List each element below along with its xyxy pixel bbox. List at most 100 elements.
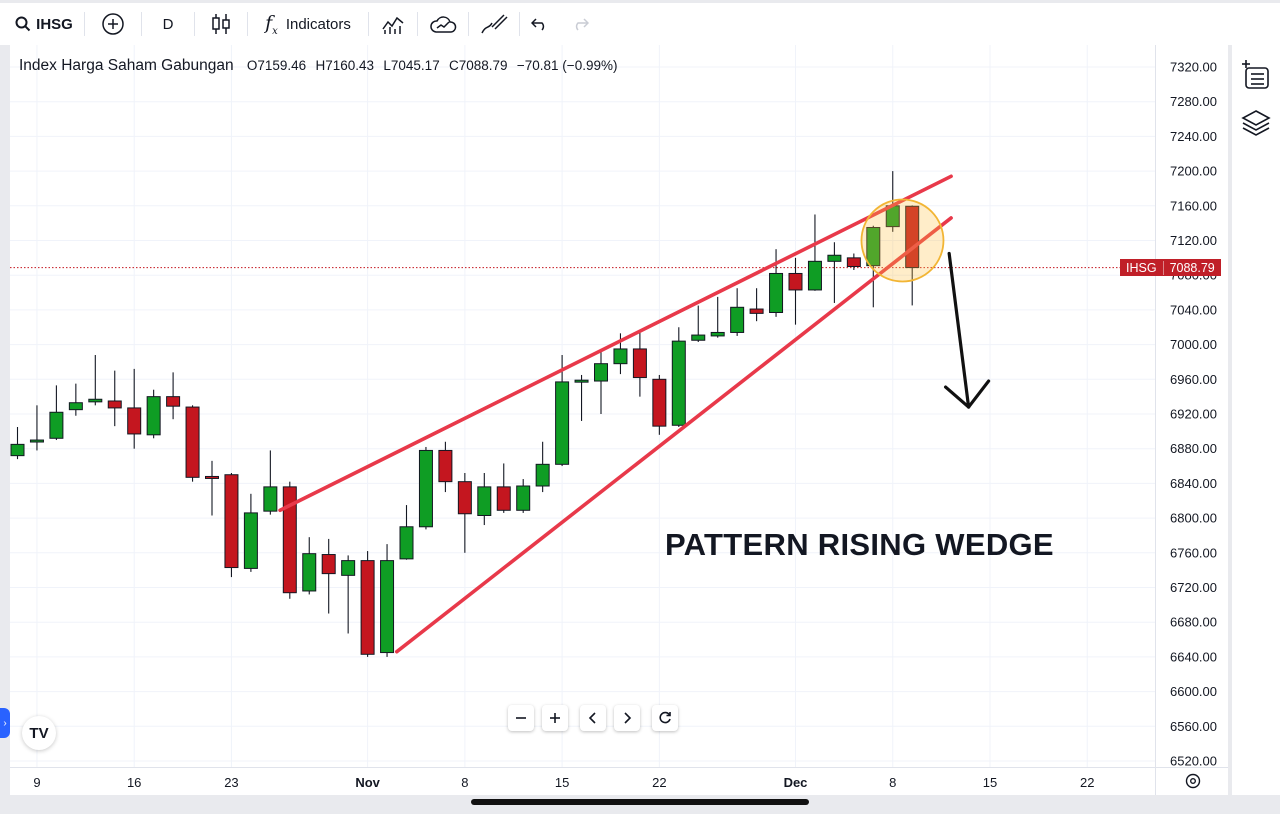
toolbar-divider [368,12,369,36]
settings-gear-hub [1189,778,1196,785]
candle-body [613,348,628,365]
compare-symbol-button[interactable] [85,3,141,45]
x-tick-label: 8 [461,775,468,790]
candle-body [827,254,842,262]
toolbar-divider [247,12,248,36]
zoom-in-button[interactable] [542,705,568,731]
templates-button[interactable] [369,3,417,45]
toolbar-divider [468,12,469,36]
indicators-button[interactable]: fx Indicators [248,3,368,45]
candle-body [302,553,317,592]
plus-circle-icon [102,13,124,35]
symbol-search-button[interactable]: IHSG [0,3,84,45]
highlight-circle [860,198,945,283]
arrow-head [944,379,991,409]
x-tick-label: 9 [33,775,40,790]
grid [10,45,1155,767]
y-tick-label: 7160.00 [1170,198,1217,213]
candle-body [185,406,200,478]
price-tag-value: 7088.79 [1169,260,1215,275]
candle-body [282,486,297,594]
undo-button[interactable] [520,3,560,45]
toolbar-divider [84,12,85,36]
candle-body [127,407,142,435]
close-value: C7088.79 [449,58,508,73]
settings-gear-icon [1185,773,1201,789]
y-tick-label: 7240.00 [1170,129,1217,144]
candle-body [321,554,336,575]
reset-icon [659,711,671,724]
interval-button[interactable]: D [162,15,174,33]
instrument-name: Index Harga Saham Gabungan [19,57,234,74]
cloud-alert-icon [430,16,457,33]
toolbar-divider [417,12,418,36]
wedge-trendline [394,216,953,654]
chart-panel[interactable]: 6520.00 6560.00 6600.00 6640.00 6680.00 6720.… [10,45,1228,795]
y-tick-label: 6880.00 [1170,441,1217,456]
candle-body [438,449,453,483]
y-tick-label: 7000.00 [1170,337,1217,352]
scroll-left-button[interactable] [580,705,606,731]
candle-body [380,560,395,654]
candle-body [418,449,433,528]
toolbar-divider [141,12,142,36]
candle-body [146,396,161,436]
brush-icon [481,14,508,34]
candle-body [555,381,570,465]
candle-body [496,486,511,511]
candle-body [866,226,881,267]
chevron-right-icon: › [3,717,7,729]
drawing-tools-button[interactable] [469,3,519,45]
minus-icon [516,717,526,719]
candle-body [360,560,375,655]
tradingview-logo[interactable]: TV [22,716,56,750]
toolbar-divider [194,12,195,36]
candle-body [671,340,686,426]
axes: 6520.00 6560.00 6600.00 6640.00 6680.00 6720.… [10,45,1228,795]
undo-icon [531,18,545,31]
watchlist-icon[interactable] [1240,59,1272,91]
chart-template-icon [382,16,404,34]
plus-icon [550,713,560,723]
arrow-shaft [947,251,971,409]
price-chart[interactable]: 6520.00 6560.00 6600.00 6640.00 6680.00 6720.… [10,45,1228,795]
chevron-right-icon [624,712,632,724]
y-tick-label: 6720.00 [1170,580,1217,595]
candle-body [457,481,472,515]
candlestick-icon [212,14,230,34]
y-tick-label: 6640.00 [1170,649,1217,664]
scroll-right-button[interactable] [614,705,640,731]
chevron-left-icon [588,712,596,724]
x-tick-label: 22 [1080,775,1094,790]
home-indicator [471,799,809,805]
candle-body [846,257,861,268]
price-tag-symbol: IHSG [1120,260,1164,275]
open-value: O7159.46 [246,58,307,73]
high-value: H7160.43 [315,58,375,73]
candle-body [535,463,550,487]
redo-button[interactable] [560,3,600,45]
reset-chart-button[interactable] [652,705,678,731]
y-tick-label: 6760.00 [1170,545,1217,560]
candle-body [29,439,44,443]
candle-body [88,398,103,403]
candle-body [807,260,822,291]
chart-type-button[interactable] [195,3,247,45]
alert-button[interactable] [418,3,468,45]
y-tick-label: 6920.00 [1170,407,1217,422]
zoom-out-button[interactable] [508,705,534,731]
drawings [278,174,991,654]
layers-icon[interactable] [1240,107,1272,139]
candle-body [710,331,725,337]
candle-body [477,486,492,516]
y-tick-label: 7280.00 [1170,94,1217,109]
candle-body [632,348,647,379]
y-tick-label: 7200.00 [1170,164,1217,179]
candle-body [749,308,764,314]
x-tick-label: Nov [355,775,380,790]
candle-body [166,396,181,407]
y-tick-label: 6960.00 [1170,372,1217,387]
redo-icon [575,18,589,31]
candle-body [263,486,278,512]
expand-panel-tab[interactable]: › [0,708,10,738]
